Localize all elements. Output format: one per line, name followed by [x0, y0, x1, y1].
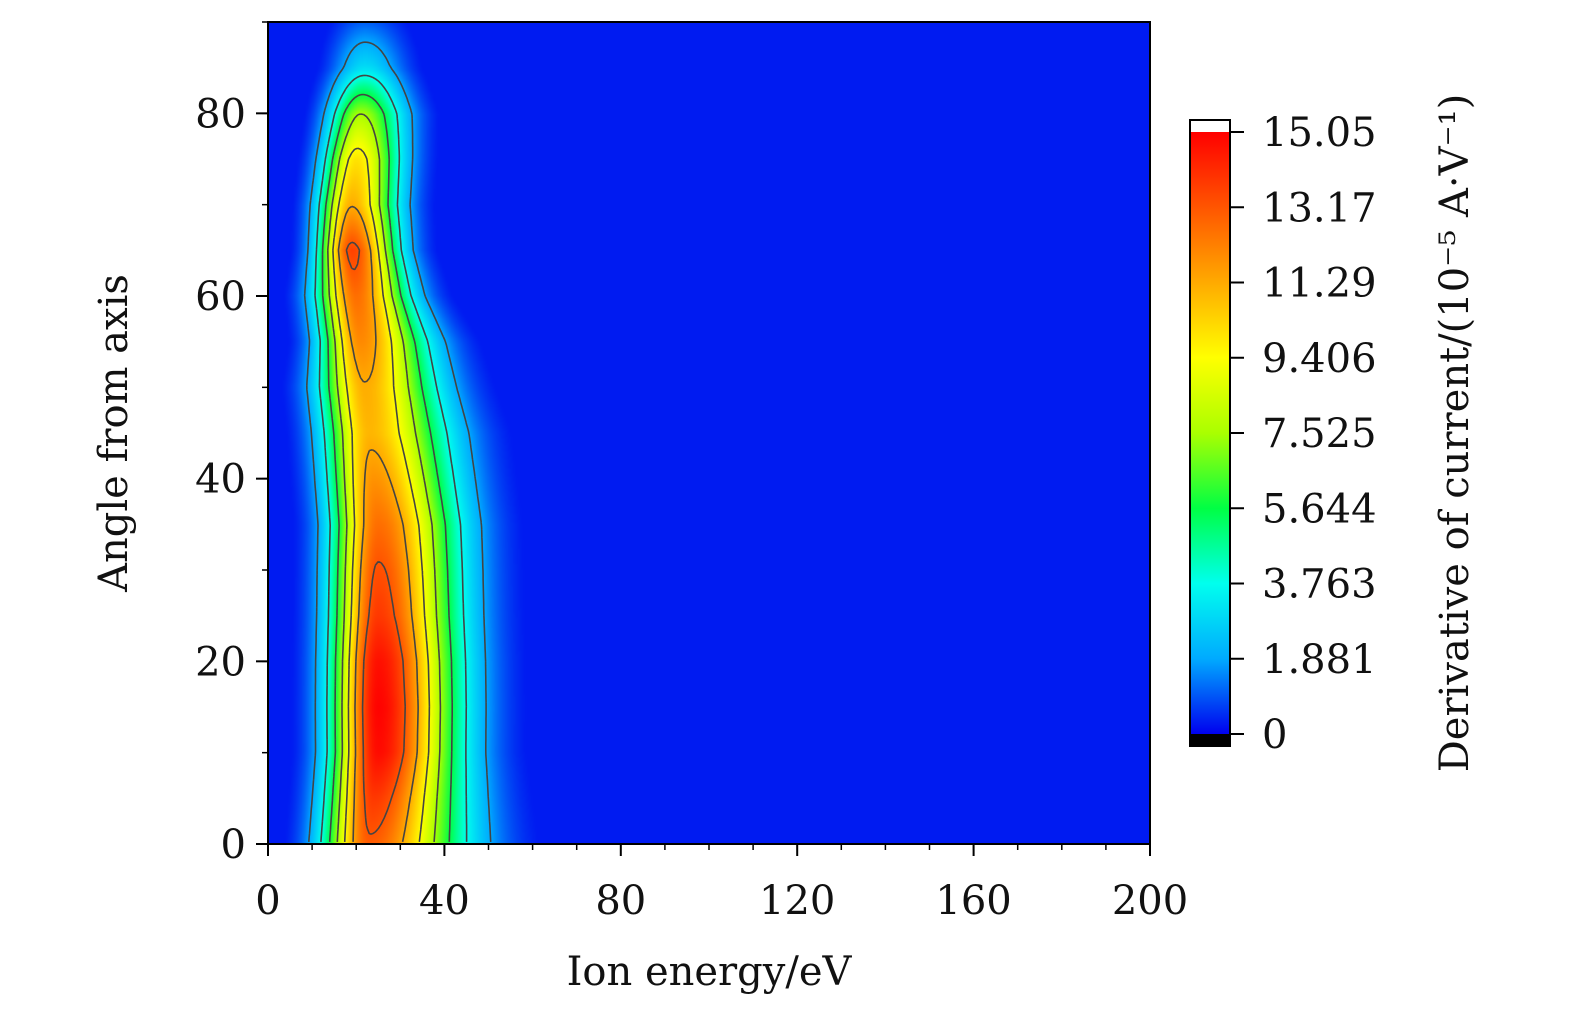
- colorbar-scale: [1190, 132, 1230, 734]
- x-tick-label: 80: [595, 878, 646, 924]
- colorbar-tick-label: 7.525: [1262, 411, 1377, 457]
- colorbar-tick-label: 15.05: [1262, 110, 1377, 156]
- contour-line: [314, 74, 468, 842]
- x-tick-label: 120: [759, 878, 835, 924]
- x-tick-label: 40: [419, 878, 470, 924]
- colorbar: 0 1.881 3.763 5.644 7.525 9.406 11.29 13.17 15.0…: [1189, 110, 1377, 758]
- contour-line: [327, 113, 442, 842]
- colorbar-under-swatch: [1190, 734, 1230, 746]
- x-axis-title: Ion energy/eV: [567, 949, 853, 995]
- contour-line: [345, 241, 406, 835]
- y-tick-label: 0: [221, 822, 246, 868]
- colorbar-tick-label: 0: [1262, 712, 1287, 758]
- contour-line: [332, 147, 431, 843]
- y-axis-title: Angle from axis: [91, 274, 137, 593]
- colorbar-ticks: 0 1.881 3.763 5.644 7.525 9.406 11.29 13.17 15.0…: [1230, 110, 1377, 758]
- x-axis: 0 40 80 120 160 200: [255, 844, 1188, 924]
- heatmap-area: [268, 22, 1150, 844]
- y-tick-label: 40: [195, 457, 246, 503]
- contour-line: [303, 41, 492, 842]
- colorbar-tick-label: 13.17: [1262, 185, 1377, 231]
- x-tick-label: 200: [1112, 878, 1188, 924]
- colorbar-over-swatch: [1190, 120, 1230, 132]
- y-tick-label: 60: [195, 274, 246, 320]
- heatmap-image: [268, 22, 1150, 844]
- colorbar-tick-label: 11.29: [1262, 261, 1377, 307]
- x-tick-label: 0: [255, 878, 280, 924]
- colorbar-tick-label: 5.644: [1262, 486, 1377, 532]
- contour-lines: [303, 41, 492, 843]
- x-tick-label: 160: [935, 878, 1011, 924]
- colorbar-tick-label: 3.763: [1262, 562, 1377, 608]
- colorbar-title: Derivative of current/(10⁻⁵ A·V⁻¹): [1432, 94, 1478, 773]
- colorbar-tick-label: 9.406: [1262, 336, 1377, 382]
- y-tick-label: 80: [195, 91, 246, 137]
- y-tick-label: 20: [195, 639, 246, 685]
- contour-line: [337, 205, 419, 843]
- y-axis: 0 20 40 60 80: [195, 21, 268, 868]
- colorbar-tick-label: 1.881: [1262, 637, 1377, 683]
- contour-line: [321, 93, 453, 842]
